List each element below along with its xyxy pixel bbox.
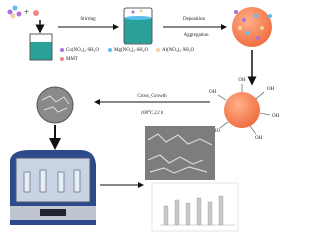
legend-label: Co(NO₃)₂·6H₂O (66, 48, 99, 53)
legend-label: Al(NO₃)₃·9H₂O (162, 48, 195, 53)
step-label: Cross_Growth (137, 94, 167, 99)
beaker-2 (123, 7, 153, 45)
surface-group: OH (209, 90, 217, 95)
sem-round (36, 86, 74, 124)
surface-group: OH (238, 78, 246, 83)
step-label: 100°C,12 h (141, 111, 164, 116)
legend-label: MMT (66, 57, 78, 62)
legend-label: Mg(NO₃)₂·6H₂O (114, 48, 149, 53)
step-label: Deposition (183, 17, 205, 22)
sem-image (145, 126, 215, 180)
precursors: + (7, 5, 39, 19)
legend: Co(NO₃)₂·6H₂O Mg(NO₃)₂·6H₂O Al(NO₃)₃·9H₂… (60, 48, 195, 62)
aggregate (232, 7, 272, 47)
surface-group: OH (267, 87, 275, 92)
surface-group: HO (213, 129, 221, 134)
bar-chart-thumbnail (151, 182, 239, 232)
svg-text:+: + (24, 7, 29, 17)
surface-group: OH (255, 136, 263, 141)
beaker-1 (29, 33, 53, 61)
step-label: Stirring (80, 17, 96, 22)
surface-group: OH (272, 114, 280, 119)
functionalized-particle (217, 84, 271, 135)
step-label: Aggregation (184, 33, 209, 38)
incubator (10, 150, 96, 225)
diagram: + Stirring Deposition Aggregation Co(NO₃… (7, 5, 280, 232)
